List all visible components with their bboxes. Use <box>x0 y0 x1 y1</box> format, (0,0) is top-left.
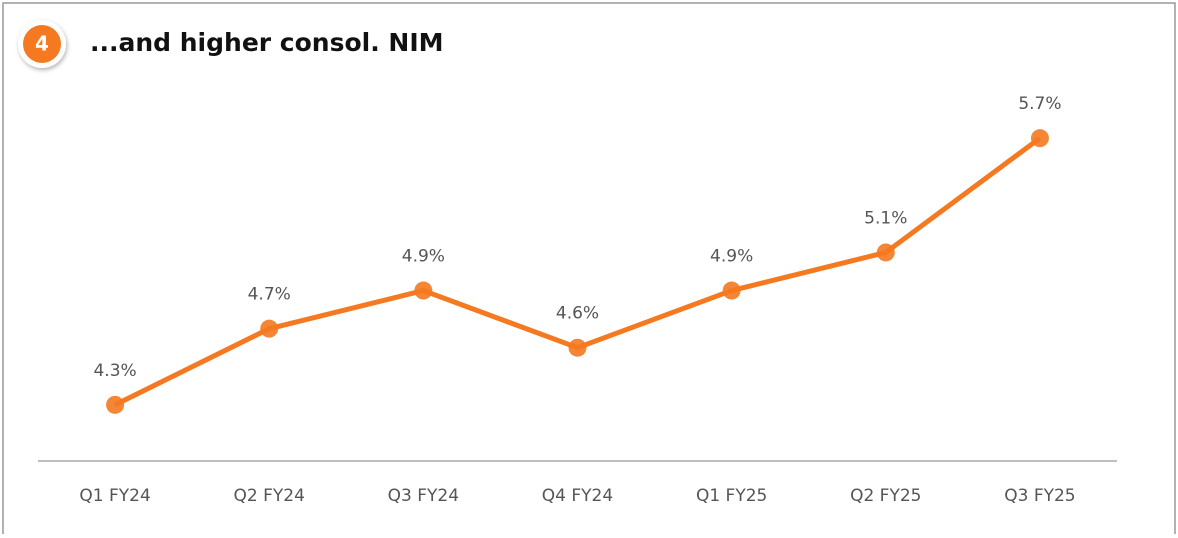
x-tick-label: Q3 FY25 <box>1004 486 1075 506</box>
marker <box>876 243 895 262</box>
x-tick-label: Q1 FY24 <box>79 486 150 506</box>
marker <box>722 281 741 300</box>
marker <box>568 338 587 357</box>
data-label: 4.3% <box>93 361 136 381</box>
data-label: 5.1% <box>864 208 907 228</box>
x-tick-label: Q4 FY24 <box>542 486 613 506</box>
data-label: 4.9% <box>402 247 445 267</box>
data-label: 4.6% <box>556 304 599 324</box>
line <box>113 136 1042 408</box>
data-label: 5.7% <box>1018 94 1061 114</box>
data-label: 4.9% <box>710 247 753 267</box>
marker <box>1030 129 1049 148</box>
x-tick-label: Q1 FY25 <box>696 486 767 506</box>
data-label: 4.7% <box>248 285 291 305</box>
marker <box>106 395 125 414</box>
x-tick-label: Q3 FY24 <box>388 486 459 506</box>
chart-title: ...and higher consol. NIM <box>90 28 444 57</box>
badge-number: 4 <box>35 32 49 56</box>
x-tick-label: Q2 FY24 <box>234 486 305 506</box>
marker <box>414 281 433 300</box>
badge <box>23 25 61 63</box>
x-tick-label: Q2 FY25 <box>850 486 921 506</box>
marker <box>260 319 279 338</box>
